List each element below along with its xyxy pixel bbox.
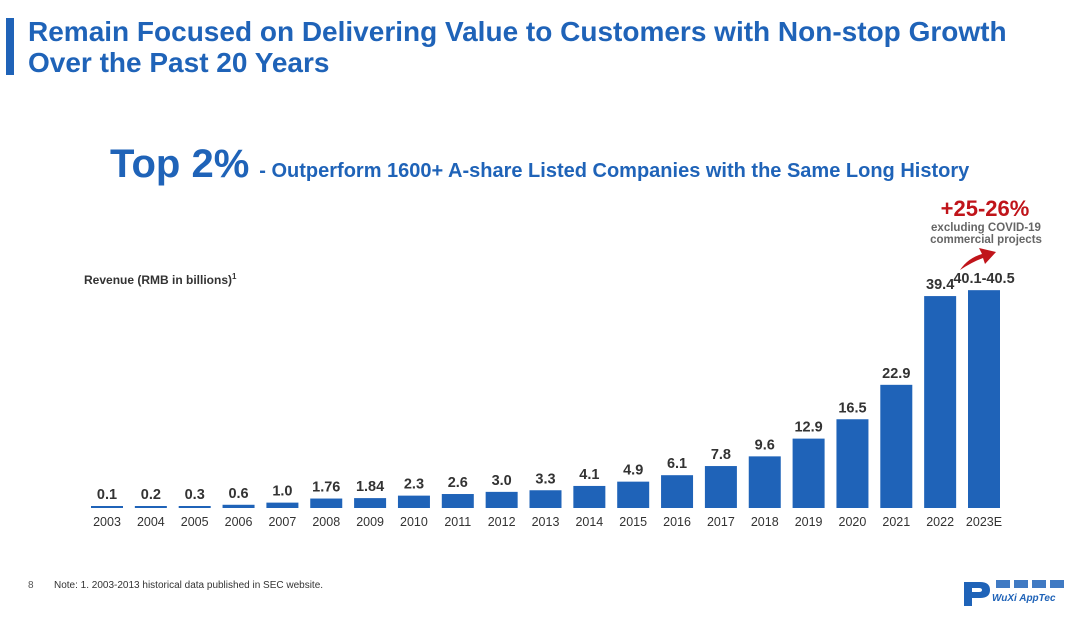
y-axis-label-footnote-marker: 1 (232, 272, 237, 281)
y-axis-label: Revenue (RMB in billions)1 (84, 272, 236, 287)
bar-2010 (397, 495, 430, 508)
bar-2013 (529, 490, 562, 508)
value-label-2019: 12.9 (794, 420, 822, 436)
tick-label-2016: 2016 (663, 515, 691, 529)
growth-annotation: +25-26% (940, 196, 1030, 221)
value-label-2015: 4.9 (623, 463, 643, 479)
slide-title: Remain Focused on Delivering Value to Cu… (28, 16, 1007, 78)
tick-label-2021: 2021 (882, 515, 910, 529)
tick-label-2013: 2013 (532, 515, 560, 529)
value-label-2016: 6.1 (667, 456, 687, 472)
bar-2008 (310, 498, 343, 508)
value-label-2005: 0.3 (185, 487, 205, 503)
page-number: 8 (28, 580, 34, 591)
wuxi-apptec-logo-icon (964, 580, 1064, 606)
tick-label-2012: 2012 (488, 515, 516, 529)
value-label-2018: 9.6 (755, 437, 775, 453)
bar-2021 (880, 384, 913, 508)
tick-label-2022: 2022 (926, 515, 954, 529)
value-label-2017: 7.8 (711, 447, 731, 463)
bar-2004 (134, 506, 167, 508)
tick-label-2007: 2007 (268, 515, 296, 529)
footnote: Note: 1. 2003-2013 historical data publi… (54, 580, 324, 591)
tick-label-2011: 2011 (444, 515, 471, 529)
growth-annotation-note: excluding COVID-19 commercial projects (930, 222, 1042, 246)
tick-label-2015: 2015 (619, 515, 647, 529)
tick-label-2014: 2014 (575, 515, 603, 529)
bar-2017 (704, 466, 737, 508)
headline: Top 2% - Outperform 1600+ A-share Listed … (110, 142, 969, 187)
bar-2015 (617, 481, 650, 508)
value-label-2021: 22.9 (882, 366, 910, 382)
bar-2016 (661, 475, 694, 508)
tick-label-2005: 2005 (181, 515, 209, 529)
tick-label-2003: 2003 (93, 515, 121, 529)
bar-2007 (266, 502, 299, 508)
tick-label-2004: 2004 (137, 515, 165, 529)
value-label-2011: 2.6 (448, 475, 468, 491)
tick-label-2017: 2017 (707, 515, 735, 529)
bar-2020 (836, 419, 869, 508)
bar-2018 (748, 456, 781, 508)
bar-2009 (354, 498, 387, 508)
bar-2022 (924, 296, 957, 508)
title-accent-bar (6, 18, 14, 75)
tick-label-2020: 2020 (839, 515, 867, 529)
value-label-2020: 16.5 (838, 400, 866, 416)
headline-small: - Outperform 1600+ A-share Listed Compan… (259, 160, 970, 182)
tick-label-2010: 2010 (400, 515, 428, 529)
logo-text: WuXi AppTec (992, 593, 1056, 604)
tick-label-2019: 2019 (795, 515, 823, 529)
value-label-2004: 0.2 (141, 487, 161, 503)
value-label-2023E: 40.1-40.5 (953, 271, 1014, 287)
bar-2003 (91, 506, 123, 508)
bar-2012 (485, 491, 518, 508)
value-label-2007: 1.0 (272, 484, 292, 500)
bar-2006 (222, 504, 255, 508)
value-label-2006: 0.6 (228, 486, 248, 502)
bar-2014 (573, 485, 606, 508)
bar-2011 (441, 494, 474, 508)
value-label-2003: 0.1 (97, 487, 117, 503)
bars-group (91, 290, 1000, 508)
tick-label-2023E: 2023E (966, 515, 1002, 529)
tick-labels-group: 2003 2004 2005 2006 2007 2008 2009 2010 2011 2012… (93, 515, 1002, 529)
tick-label-2009: 2009 (356, 515, 384, 529)
bar-2005 (178, 506, 211, 508)
tick-label-2008: 2008 (312, 515, 340, 529)
tick-label-2018: 2018 (751, 515, 779, 529)
value-label-2014: 4.1 (579, 467, 599, 483)
tick-label-2006: 2006 (225, 515, 253, 529)
bar-2019 (792, 438, 825, 508)
value-label-2012: 3.0 (492, 473, 512, 489)
value-label-2009: 1.84 (356, 479, 384, 495)
value-label-2022: 39.4 (926, 277, 954, 293)
growth-arrow-icon (960, 248, 996, 270)
value-label-2010: 2.3 (404, 477, 424, 493)
value-label-2013: 3.3 (535, 471, 555, 487)
y-axis-label-text: Revenue (RMB in billions) (84, 273, 233, 287)
headline-big: Top 2% (110, 142, 250, 186)
value-labels-group: 0.1 0.2 0.3 0.6 1.0 1.76 1.84 2.3 2.6 3.0 3.3 4.1 4.… (97, 271, 1015, 503)
bar-2023E (968, 290, 1000, 508)
value-label-2008: 1.76 (312, 480, 340, 496)
